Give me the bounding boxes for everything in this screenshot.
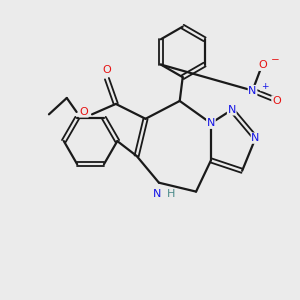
- Text: −: −: [272, 55, 280, 65]
- Text: +: +: [261, 82, 268, 91]
- Text: H: H: [167, 189, 176, 199]
- Text: O: O: [259, 60, 267, 70]
- Text: N: N: [227, 105, 236, 115]
- Text: N: N: [248, 85, 257, 96]
- Text: N: N: [207, 118, 215, 128]
- Text: N: N: [251, 133, 260, 143]
- Text: O: O: [79, 107, 88, 117]
- Text: O: O: [103, 65, 111, 75]
- Text: O: O: [272, 96, 281, 106]
- Text: N: N: [153, 189, 162, 199]
